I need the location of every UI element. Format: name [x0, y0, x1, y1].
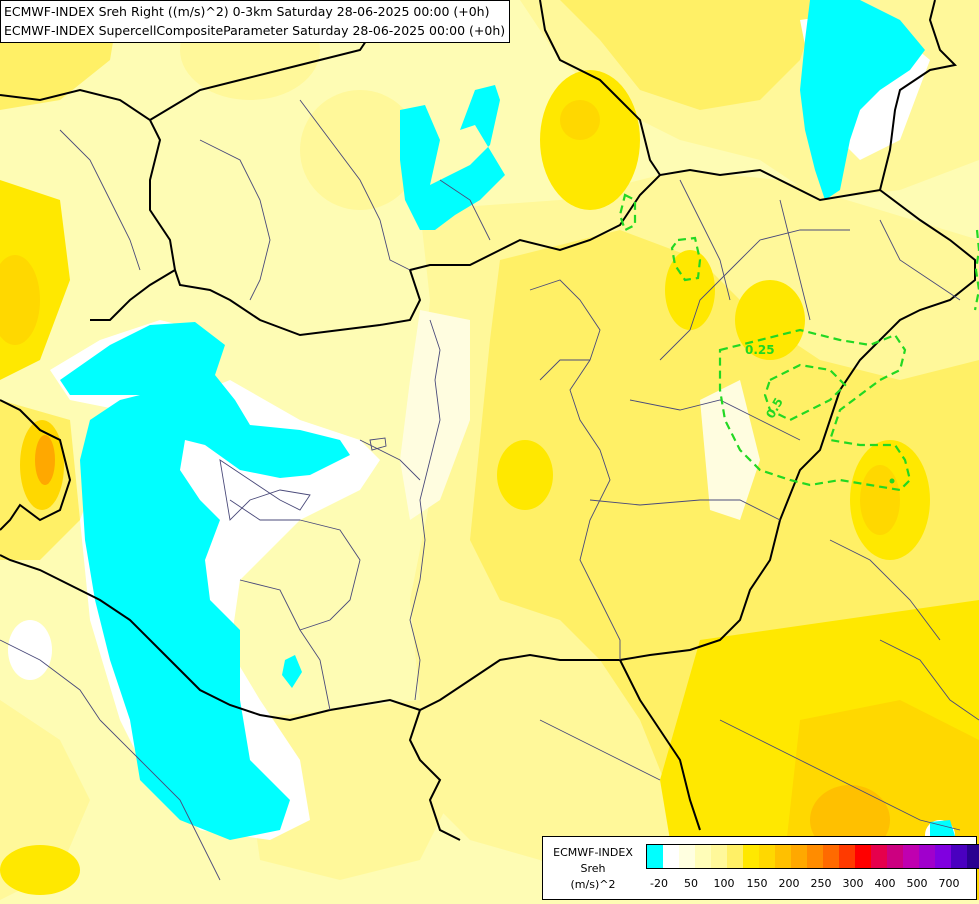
- legend-swatch: [711, 845, 727, 868]
- legend-swatch: [823, 845, 839, 868]
- legend-tick: -20: [650, 877, 668, 890]
- legend-swatch: [791, 845, 807, 868]
- regional-lines: [0, 99, 979, 881]
- legend-tick: 100: [713, 877, 735, 890]
- legend-swatch: [727, 845, 743, 868]
- legend-unit-label: (m/s)^2: [570, 878, 616, 891]
- legend-swatch: [759, 845, 775, 868]
- legend-swatch: [839, 845, 855, 868]
- contour-label-0-25: 0.25: [745, 343, 775, 357]
- legend-tick: 400: [874, 877, 896, 890]
- legend-variable-label: Sreh: [580, 862, 606, 875]
- legend-swatch: [871, 845, 887, 868]
- legend-swatch: [647, 845, 663, 868]
- legend-model-label: ECMWF-INDEX: [553, 846, 633, 859]
- legend-swatch: [775, 845, 791, 868]
- country-borders: [0, 0, 976, 841]
- legend-swatch: [695, 845, 711, 868]
- legend-color-scale: [646, 844, 979, 869]
- map-title-line-2: ECMWF-INDEX SupercellCompositeParameter …: [4, 23, 506, 38]
- legend-swatch: [951, 845, 967, 868]
- legend-tick: 300: [842, 877, 864, 890]
- legend-tick: 200: [778, 877, 800, 890]
- legend-swatch: [807, 845, 823, 868]
- legend-swatch: [967, 845, 979, 868]
- legend-swatch: [679, 845, 695, 868]
- scp-contours: [618, 193, 979, 492]
- legend-swatch: [887, 845, 903, 868]
- legend-tick: 50: [684, 877, 698, 890]
- legend-swatch: [903, 845, 919, 868]
- legend-tick: 150: [746, 877, 768, 890]
- legend-tick: 500: [906, 877, 928, 890]
- color-legend: ECMWF-INDEX Sreh (m/s)^2 -20 50 100 150 …: [542, 836, 979, 900]
- legend-swatch: [663, 845, 679, 868]
- legend-tick: 250: [810, 877, 832, 890]
- legend-tick: 700: [938, 877, 960, 890]
- scp-contour-dot: [889, 478, 895, 484]
- legend-swatch: [935, 845, 951, 868]
- map-title-box: ECMWF-INDEX Sreh Right ((m/s)^2) 0-3km S…: [0, 0, 511, 43]
- legend-swatch: [919, 845, 935, 868]
- legend-swatch: [743, 845, 759, 868]
- map-title-line-1: ECMWF-INDEX Sreh Right ((m/s)^2) 0-3km S…: [4, 4, 490, 19]
- legend-swatch: [855, 845, 871, 868]
